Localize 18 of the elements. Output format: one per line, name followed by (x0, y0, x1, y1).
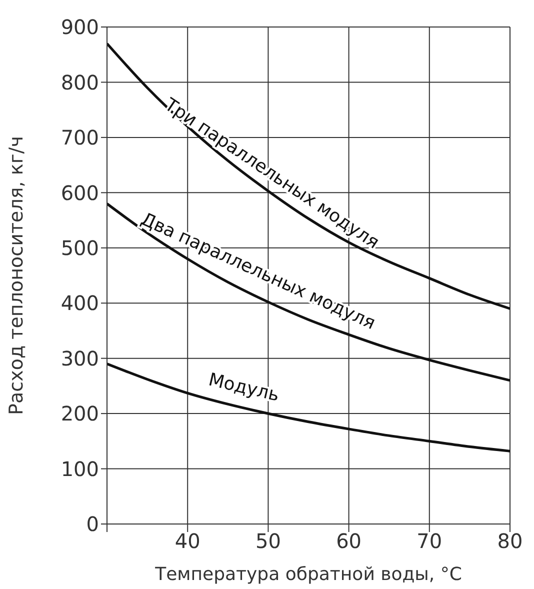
y-tick-label: 800 (60, 70, 99, 94)
y-tick-label: 500 (60, 236, 99, 260)
y-tick-label: 200 (60, 402, 99, 426)
y-tick-label: 0 (86, 512, 99, 536)
text: Модуль (206, 369, 282, 406)
x-tick-label: 50 (255, 529, 281, 554)
x-tick-label: 70 (416, 529, 442, 554)
x-tick-label: 40 (174, 529, 200, 554)
y-tick-label: 400 (60, 291, 99, 316)
x-axis-title: Температура обратной воды, °C (154, 564, 462, 585)
y-tick-label: 900 (60, 15, 99, 40)
y-tick-label: 700 (60, 126, 99, 150)
y-tick-label: 600 (60, 180, 99, 205)
y-tick-label: 100 (60, 456, 99, 481)
y-axis-title: Расход теплоносителя, кг/ч (6, 136, 28, 415)
x-tick-label: 80 (497, 529, 523, 554)
y-tick-label: 300 (60, 346, 99, 370)
x-tick-label: 60 (336, 529, 362, 554)
